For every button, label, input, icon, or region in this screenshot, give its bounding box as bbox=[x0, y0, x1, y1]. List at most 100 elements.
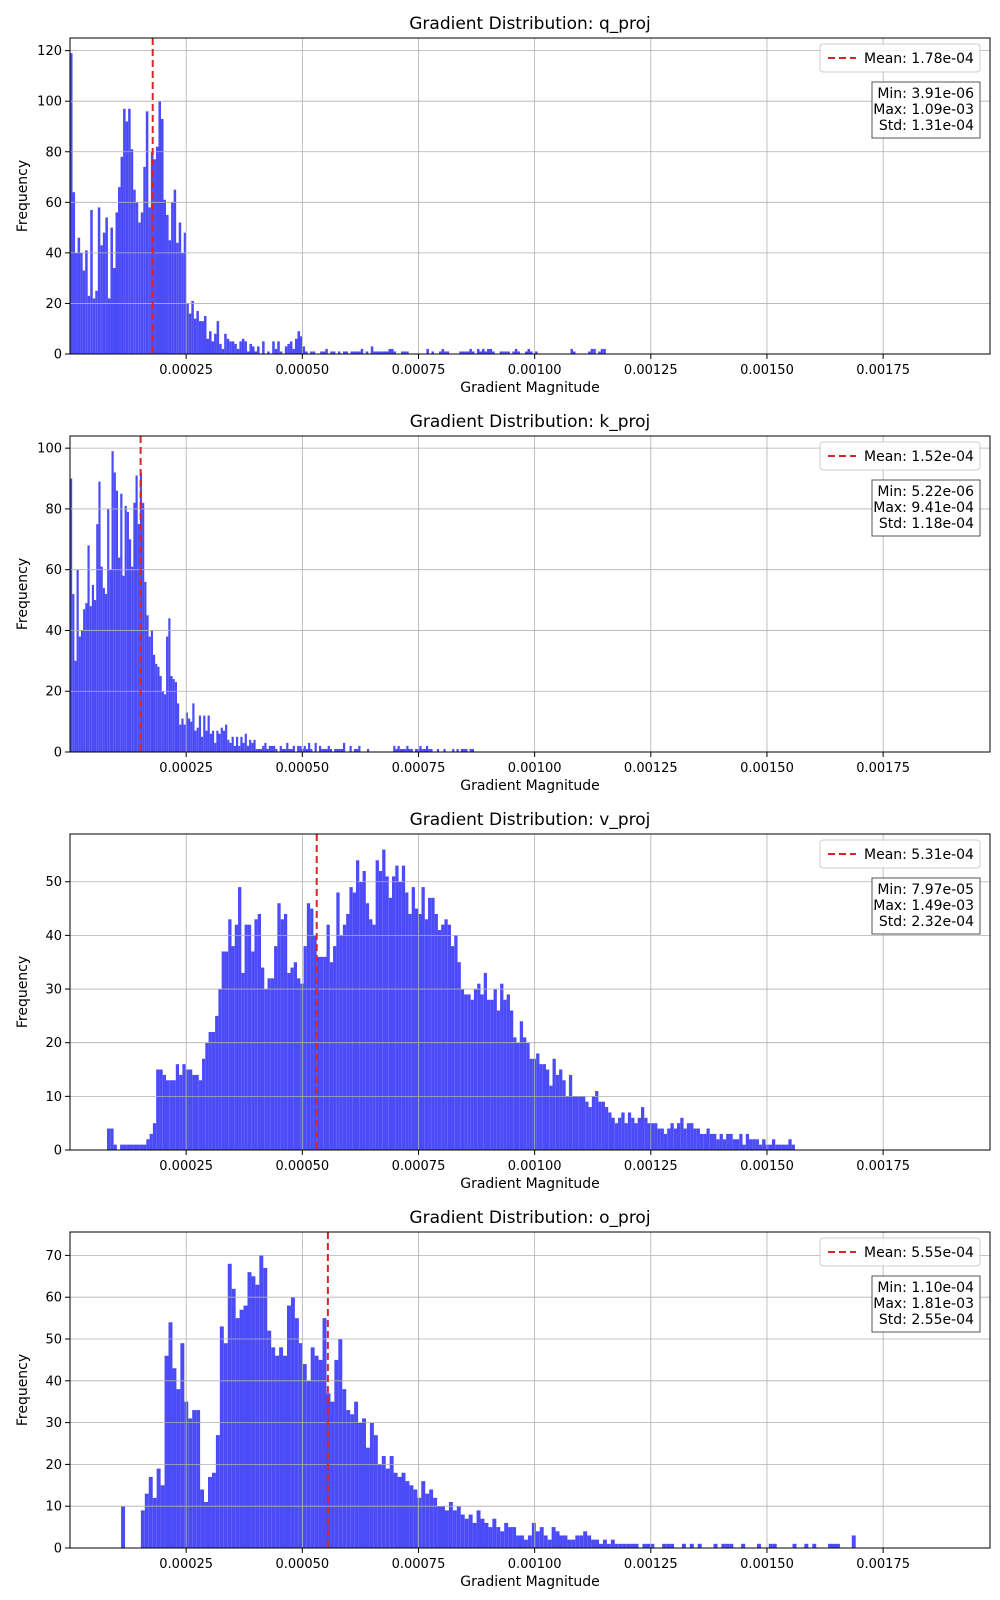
histogram-bar bbox=[229, 742, 232, 752]
x-tick-label: 0.00150 bbox=[740, 1557, 794, 1572]
histogram-bar bbox=[169, 1080, 173, 1150]
histogram-bar bbox=[362, 871, 366, 1150]
histogram-bar bbox=[157, 666, 160, 752]
histogram-bar bbox=[155, 663, 158, 752]
histogram-bar bbox=[742, 1144, 746, 1150]
histogram-bar bbox=[218, 989, 222, 1150]
histogram-bar bbox=[235, 1318, 240, 1548]
axes-frame bbox=[69, 435, 991, 753]
histogram-bar bbox=[686, 1123, 691, 1150]
histogram-bar bbox=[211, 730, 215, 752]
histogram-bar bbox=[362, 1418, 366, 1548]
histogram-bar bbox=[460, 989, 465, 1150]
histogram-bar bbox=[156, 1468, 161, 1548]
histogram-bar bbox=[312, 351, 316, 354]
histogram-bar bbox=[606, 1543, 611, 1548]
x-tick-label: 0.00050 bbox=[275, 761, 329, 776]
histogram-bar bbox=[327, 745, 330, 752]
histogram-bar bbox=[310, 1347, 315, 1548]
histogram-bar bbox=[70, 478, 73, 752]
histogram-bar bbox=[221, 348, 225, 354]
stats-line: Max: 9.41e-04 bbox=[873, 500, 974, 516]
y-tick-label: 100 bbox=[37, 95, 62, 110]
histogram-bar bbox=[353, 748, 357, 752]
histogram-bar bbox=[595, 1090, 599, 1150]
histogram-bar bbox=[251, 951, 255, 1150]
histogram-bar bbox=[231, 341, 235, 354]
histogram-bar bbox=[403, 351, 407, 354]
histogram-bar bbox=[98, 481, 101, 752]
histogram-bar bbox=[393, 351, 397, 354]
histogram-bar bbox=[244, 924, 248, 1150]
histogram-bar bbox=[118, 557, 121, 752]
histogram-bar bbox=[251, 742, 254, 752]
histogram-bar bbox=[159, 1069, 163, 1150]
histogram-bar bbox=[398, 881, 402, 1150]
histogram-bar bbox=[92, 298, 96, 354]
histogram-bar bbox=[388, 348, 392, 354]
histogram-bar bbox=[662, 1543, 667, 1548]
histogram-bar bbox=[208, 1031, 212, 1150]
histogram-bar bbox=[559, 1535, 564, 1548]
subplot-1: 0.00025 0.00050 0.00075 0.00100 0.00125 0.001… bbox=[15, 14, 991, 396]
histogram-bar bbox=[356, 748, 359, 752]
histogram-bar bbox=[452, 748, 455, 752]
histogram-bar bbox=[380, 351, 384, 354]
histogram-bar bbox=[593, 348, 596, 354]
histogram-bar bbox=[565, 1096, 569, 1150]
histogram-bar bbox=[508, 1527, 513, 1548]
y-tick-label: 120 bbox=[37, 44, 62, 59]
histogram-bar bbox=[741, 1543, 746, 1548]
histogram-bar bbox=[395, 748, 398, 752]
histogram-bar bbox=[111, 451, 114, 752]
histogram-bar bbox=[200, 1489, 205, 1548]
legend-mean-label: Mean: 5.31e-04 bbox=[864, 847, 974, 863]
histogram-bar bbox=[640, 1107, 645, 1150]
histogram-bar bbox=[152, 1123, 157, 1150]
histogram-bar bbox=[575, 1096, 579, 1150]
histogram-bar bbox=[242, 742, 245, 752]
axes-frame bbox=[69, 1231, 991, 1549]
histogram-bar bbox=[239, 1309, 244, 1548]
stats-line: Min: 3.91e-06 bbox=[877, 86, 974, 102]
histogram-bar bbox=[527, 1535, 532, 1548]
histogram-bar bbox=[143, 166, 146, 354]
histogram-bar bbox=[325, 348, 328, 354]
histogram-bar bbox=[401, 865, 406, 1150]
histogram-bar bbox=[128, 108, 131, 354]
subplot-2: 0.00025 0.00050 0.00075 0.00100 0.00125 0.001… bbox=[15, 412, 991, 794]
axes-frame bbox=[69, 37, 991, 355]
histogram-bar bbox=[768, 1543, 773, 1548]
histogram-bar bbox=[346, 913, 350, 1150]
histogram-bar bbox=[492, 351, 495, 354]
histogram-bar bbox=[423, 748, 426, 752]
histogram-bar bbox=[456, 1506, 461, 1548]
histogram-bar bbox=[253, 739, 256, 752]
histogram-bar bbox=[176, 242, 179, 354]
histogram-bar bbox=[448, 1502, 453, 1548]
y-tick-label: 20 bbox=[45, 685, 62, 700]
histogram-bar bbox=[552, 1058, 556, 1150]
histogram-bar bbox=[257, 346, 260, 354]
histogram-bar bbox=[196, 727, 199, 752]
chart-title: Gradient Distribution: o_proj bbox=[409, 1208, 650, 1228]
histogram-bar bbox=[290, 748, 293, 752]
histogram-bar bbox=[762, 1139, 766, 1150]
histogram-bar bbox=[758, 1144, 763, 1150]
histogram-bar bbox=[287, 972, 291, 1150]
histogram-bar bbox=[446, 351, 450, 354]
axes-frame bbox=[69, 833, 991, 1151]
y-tick-label: 60 bbox=[45, 1291, 62, 1306]
subplot-4: 0.00025 0.00050 0.00075 0.00100 0.00125 0.001… bbox=[15, 1208, 991, 1590]
histogram-bar bbox=[185, 712, 188, 752]
histogram-bar bbox=[417, 1497, 422, 1548]
histogram-bar bbox=[512, 1527, 517, 1548]
histogram-bar bbox=[255, 1284, 260, 1548]
histogram-bar bbox=[355, 351, 359, 354]
histogram-bar bbox=[298, 1343, 303, 1548]
histogram-bar bbox=[503, 999, 507, 1150]
histogram-bar bbox=[240, 736, 243, 752]
histogram-bar bbox=[418, 913, 422, 1150]
histogram-bar bbox=[102, 587, 105, 752]
histogram-bar bbox=[792, 1543, 797, 1548]
